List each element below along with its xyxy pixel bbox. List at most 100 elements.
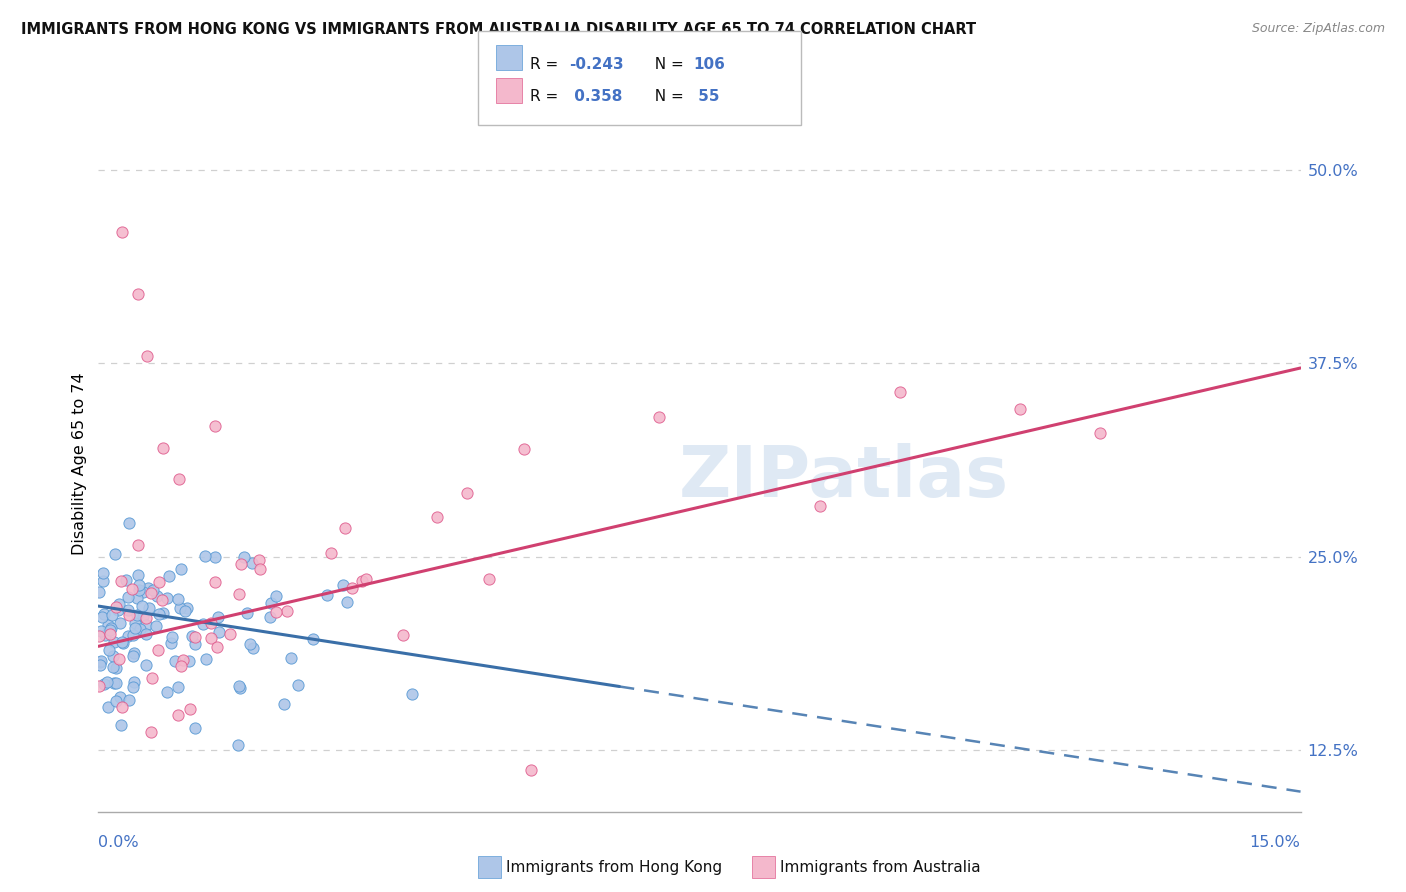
Text: -0.243: -0.243	[569, 57, 624, 71]
Point	[107, 652, 129, 666]
Point	[121, 648, 143, 663]
Text: 0.358: 0.358	[569, 89, 623, 103]
Point	[148, 607, 170, 621]
Point	[91, 566, 114, 581]
Point	[121, 582, 143, 596]
Text: Source: ZipAtlas.com: Source: ZipAtlas.com	[1251, 22, 1385, 36]
Point	[141, 585, 163, 599]
Text: 15.0%: 15.0%	[1250, 836, 1301, 850]
Point	[97, 618, 120, 632]
Point	[132, 608, 155, 623]
Point	[148, 574, 170, 589]
Point	[93, 627, 115, 641]
Point	[229, 681, 252, 695]
Point	[240, 557, 263, 571]
Point	[229, 557, 252, 571]
Point	[134, 611, 156, 625]
Text: N =: N =	[645, 89, 689, 103]
Point	[287, 678, 309, 692]
Point	[249, 561, 271, 575]
Point	[513, 442, 536, 457]
Point	[135, 349, 157, 363]
Point	[170, 659, 193, 673]
Point	[128, 583, 150, 598]
Point	[176, 601, 198, 615]
Point	[172, 653, 194, 667]
Point	[179, 702, 201, 716]
Text: N =: N =	[645, 57, 689, 71]
Point	[87, 679, 110, 693]
Point	[236, 606, 259, 620]
Point	[135, 617, 157, 632]
Point	[808, 500, 831, 514]
Point	[1088, 426, 1111, 441]
Point	[110, 718, 132, 732]
Point	[335, 521, 357, 535]
Point	[89, 629, 111, 643]
Point	[321, 546, 343, 560]
Point	[117, 603, 139, 617]
Point	[200, 631, 222, 645]
Text: 0.0%: 0.0%	[98, 836, 139, 850]
Point	[121, 680, 143, 694]
Point	[169, 600, 191, 615]
Point	[104, 661, 127, 675]
Point	[160, 631, 183, 645]
Point	[87, 584, 110, 599]
Point	[184, 637, 207, 651]
Point	[93, 607, 115, 622]
Point	[280, 650, 302, 665]
Point	[426, 509, 449, 524]
Point	[194, 549, 217, 564]
Text: Immigrants from Australia: Immigrants from Australia	[780, 860, 981, 874]
Point	[179, 654, 201, 668]
Text: 55: 55	[693, 89, 720, 103]
Point	[121, 628, 143, 642]
Point	[108, 690, 131, 705]
Point	[129, 622, 152, 636]
Point	[520, 763, 543, 777]
Point	[122, 675, 145, 690]
Point	[184, 722, 207, 736]
Point	[107, 602, 129, 616]
Point	[101, 648, 124, 663]
Point	[118, 516, 141, 531]
Point	[131, 599, 153, 613]
Point	[166, 592, 188, 607]
Point	[166, 680, 188, 694]
Point	[273, 697, 295, 711]
Point	[90, 610, 112, 624]
Text: Immigrants from Hong Kong: Immigrants from Hong Kong	[506, 860, 723, 874]
Point	[101, 608, 124, 623]
Point	[316, 588, 339, 602]
Point	[401, 687, 423, 701]
Point	[174, 604, 197, 618]
Point	[128, 578, 150, 592]
Point	[115, 573, 138, 587]
Point	[242, 641, 264, 656]
Point	[97, 700, 120, 714]
Point	[89, 655, 111, 669]
Point	[117, 629, 139, 643]
Point	[1010, 402, 1032, 417]
Point	[135, 627, 157, 641]
Point	[105, 599, 128, 614]
Point	[648, 409, 671, 424]
Point	[228, 587, 250, 601]
Point	[111, 225, 134, 239]
Point	[232, 549, 254, 564]
Point	[276, 604, 298, 618]
Point	[108, 615, 131, 630]
Point	[104, 547, 127, 561]
Point	[200, 615, 222, 630]
Point	[122, 646, 145, 660]
Point	[104, 675, 127, 690]
Point	[181, 629, 204, 643]
Point	[103, 635, 125, 649]
Point	[228, 679, 250, 693]
Point	[163, 654, 186, 668]
Point	[103, 676, 125, 690]
Point	[195, 651, 218, 665]
Point	[264, 589, 287, 603]
Point	[226, 738, 249, 752]
